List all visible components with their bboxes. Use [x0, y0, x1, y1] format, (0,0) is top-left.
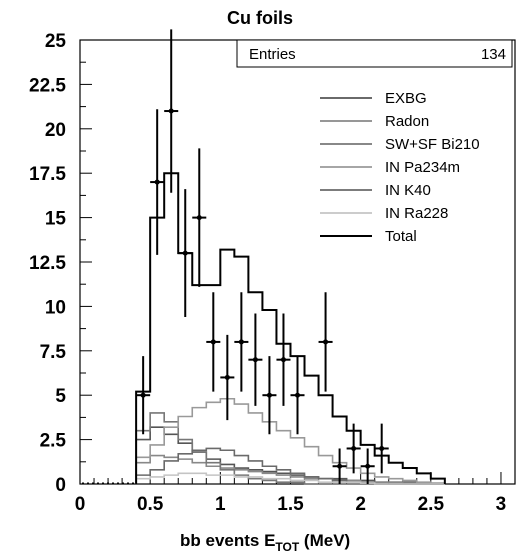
legend-label-in-pa234m: IN Pa234m: [385, 159, 460, 176]
y-tick-label: 20: [45, 120, 66, 141]
stats-label: Entries: [249, 46, 296, 63]
legend-label-total: Total: [385, 228, 417, 245]
legend-label-exbg: EXBG: [385, 90, 427, 107]
data-point-marker: [196, 215, 202, 221]
data-point-marker: [168, 108, 174, 114]
y-tick-label: 15: [45, 209, 67, 230]
y-tick-label: 5: [55, 386, 66, 407]
x-axis-label-unit: (MeV): [299, 531, 350, 550]
x-tick-label: 3: [496, 494, 507, 515]
data-point-marker: [238, 339, 244, 345]
chart-title: Cu foils: [227, 8, 293, 28]
x-axis-label-subscript: TOT: [275, 540, 299, 554]
y-tick-label: 0: [55, 475, 66, 496]
x-axis-label: bb events ETOT (MeV): [180, 531, 350, 554]
data-point-marker: [337, 463, 343, 469]
x-tick-label: 2.5: [418, 494, 445, 515]
data-point-marker: [252, 357, 258, 363]
y-tick-label: 2.5: [40, 431, 67, 452]
histogram-sw-sf-bi210: [135, 412, 445, 485]
data-point-marker: [365, 463, 371, 469]
y-tick-label: 12.5: [29, 253, 66, 274]
y-tick-label: 7.5: [40, 342, 67, 363]
histogram-in-pa234m: [135, 397, 446, 484]
x-tick-label: 1: [215, 494, 226, 515]
x-tick-label: 0.5: [137, 494, 164, 515]
x-tick-label: 0: [75, 494, 86, 515]
stats-box-frame: [236, 39, 513, 68]
data-point-marker: [266, 392, 272, 398]
data-point-marker: [182, 250, 188, 256]
data-point-marker: [280, 357, 286, 363]
x-axis-label-main: bb events E: [180, 531, 275, 550]
data-point-marker: [210, 339, 216, 345]
data-point-marker: [154, 179, 160, 185]
svg-text:bb events ETOT (MeV): bb events ETOT (MeV): [180, 531, 350, 554]
legend-label-in-ra228: IN Ra228: [385, 205, 448, 222]
stats-value: 134: [481, 46, 506, 63]
legend: EXBG Radon SW+SF Bi210 IN Pa234m IN K40 IN Ra…: [320, 90, 480, 245]
y-tick-label: 22.5: [29, 75, 66, 96]
data-point-marker: [224, 374, 230, 380]
data-point-marker: [379, 445, 385, 451]
data-point-marker: [323, 339, 329, 345]
legend-label-in-k40: IN K40: [385, 182, 431, 199]
y-tick-label: 17.5: [29, 164, 66, 185]
y-tick-label: 10: [45, 297, 66, 318]
legend-label-radon: Radon: [385, 113, 429, 130]
data-point-marker: [351, 445, 357, 451]
data-point-marker: [140, 392, 146, 398]
y-tick-label: 25: [45, 31, 67, 52]
data-point-marker: [295, 392, 300, 398]
stats-box: Entries 134: [236, 39, 513, 68]
x-tick-label: 1.5: [277, 494, 304, 515]
x-tick-label: 2: [355, 494, 366, 515]
legend-label-sw-sf-bi210: SW+SF Bi210: [385, 136, 480, 153]
histogram-in-ra228: [135, 472, 445, 485]
